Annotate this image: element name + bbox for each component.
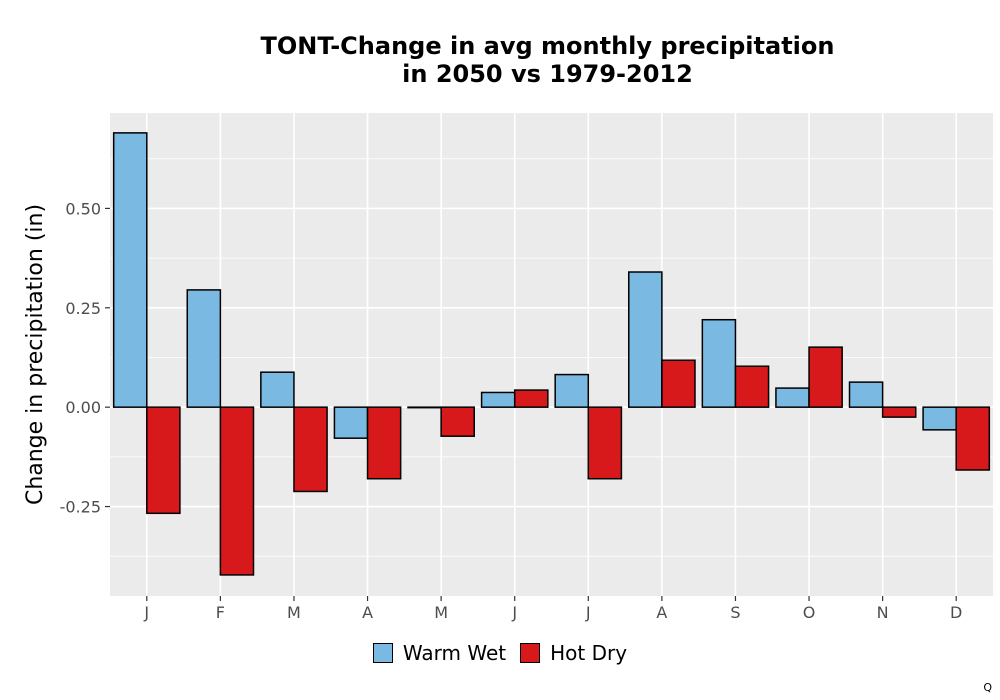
legend: Warm Wet Hot Dry — [0, 641, 1000, 665]
legend-label-hot-dry: Hot Dry — [550, 641, 628, 665]
bar — [366, 406, 402, 480]
chart-title-line1: TONT-Change in avg monthly precipitation — [260, 32, 835, 60]
bar — [186, 289, 222, 408]
bar — [260, 371, 295, 408]
bar — [440, 406, 475, 437]
bar — [293, 406, 328, 493]
x-tick-label: S — [730, 603, 740, 622]
legend-item-warm-wet: Warm Wet — [372, 641, 507, 665]
bar — [848, 381, 884, 408]
bar — [554, 373, 590, 408]
bar — [407, 406, 442, 409]
x-tick-label: J — [511, 603, 517, 622]
plot-panel — [110, 113, 993, 596]
legend-swatch-warm-wet — [372, 643, 393, 663]
y-tick-label: 0.25 — [65, 299, 101, 318]
bar — [146, 406, 181, 515]
chart-title-line2: in 2050 vs 1979-2012 — [402, 60, 693, 88]
x-tick-label: J — [143, 603, 149, 622]
y-axis-label: Change in precipitation (in) — [23, 204, 48, 505]
x-tick-label: A — [362, 603, 373, 622]
bar — [480, 391, 516, 408]
bar — [701, 318, 737, 408]
x-tick-label: F — [216, 603, 225, 622]
legend-swatch-hot-dry — [520, 643, 541, 663]
bar — [955, 406, 991, 471]
bar — [219, 406, 255, 576]
x-tick-label: O — [803, 603, 816, 622]
corner-mark: Q — [983, 681, 992, 694]
bar — [513, 389, 549, 408]
legend-item-hot-dry: Hot Dry — [520, 641, 627, 665]
x-tick-label: M — [287, 603, 301, 622]
bar — [881, 406, 917, 418]
bar — [587, 406, 623, 480]
legend-label-warm-wet: Warm Wet — [402, 641, 507, 665]
x-tick-label: J — [585, 603, 591, 622]
bar — [661, 359, 696, 408]
x-tick-label: A — [656, 603, 667, 622]
bar — [112, 132, 148, 408]
x-tick-label: N — [877, 603, 889, 622]
bar — [808, 346, 843, 408]
y-tick-label: -0.25 — [60, 498, 101, 517]
x-tick-label: M — [434, 603, 448, 622]
bar — [922, 406, 957, 431]
bar — [333, 406, 369, 439]
y-tick-label: 0.00 — [65, 398, 101, 417]
bar — [628, 271, 663, 408]
bar — [775, 387, 810, 408]
y-tick-label: 0.50 — [65, 199, 101, 218]
x-tick-label: D — [950, 603, 962, 622]
bar — [734, 365, 770, 408]
